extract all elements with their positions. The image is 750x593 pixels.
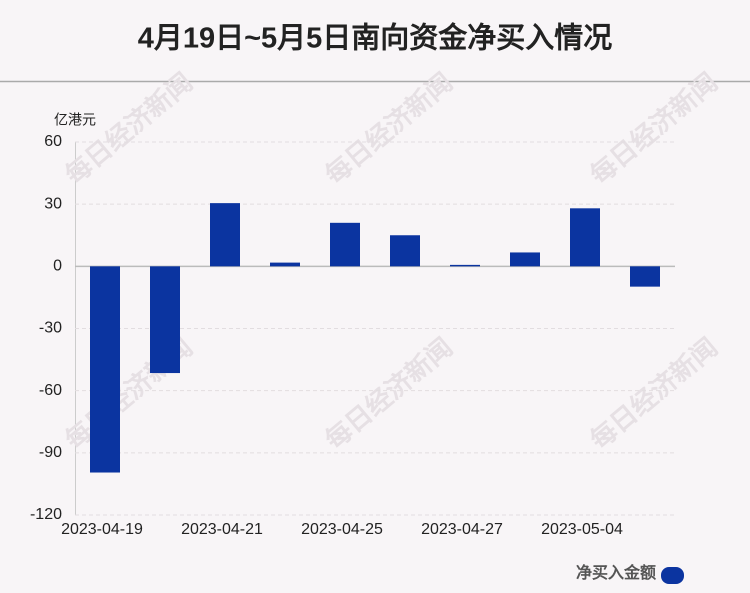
bar	[630, 266, 660, 287]
bar	[390, 235, 420, 267]
y-tick-label: -30	[39, 320, 62, 337]
y-tick-label: 60	[44, 133, 62, 150]
bar	[510, 252, 540, 267]
y-tick-label: 0	[53, 258, 62, 275]
y-tick-label: -120	[30, 506, 62, 523]
bar	[210, 203, 240, 267]
bar	[570, 208, 600, 267]
y-tick-label: -90	[39, 444, 62, 461]
bar	[150, 266, 180, 374]
y-tick-label: 30	[44, 195, 62, 212]
x-tick-label: 2023-04-21	[181, 521, 263, 538]
bar	[90, 266, 120, 473]
bar	[450, 264, 480, 267]
bar	[330, 222, 360, 267]
legend-swatch	[661, 567, 684, 584]
x-tick-label: 2023-04-27	[421, 521, 503, 538]
bar	[270, 262, 300, 267]
chart-title: 4月19日~5月5日南向资金净买入情况	[138, 21, 613, 55]
legend-label: 净买入金额	[576, 563, 656, 582]
y-axis-label: 亿港元	[54, 112, 96, 128]
x-tick-label: 2023-04-25	[301, 521, 383, 538]
y-tick-label: -60	[39, 382, 62, 399]
x-tick-label: 2023-05-04	[541, 521, 623, 538]
x-tick-label: 2023-04-19	[61, 521, 143, 538]
